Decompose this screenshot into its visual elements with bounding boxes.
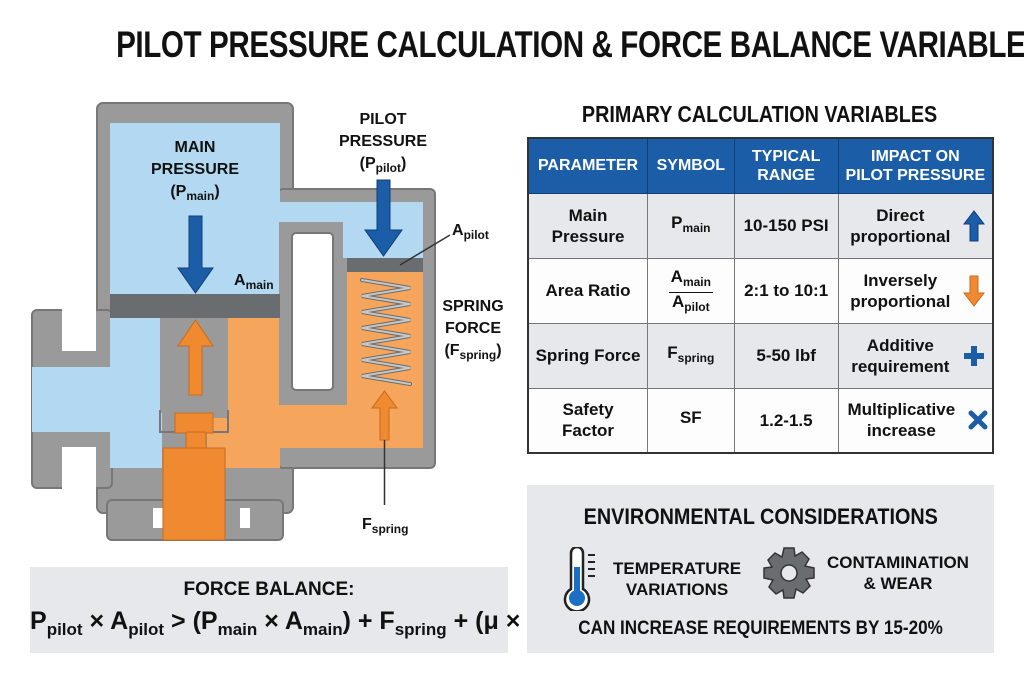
arrow-up-icon <box>963 209 986 241</box>
cell-symbol: Pmain <box>647 192 735 259</box>
a-main-label: Amain <box>234 272 274 292</box>
table-row: Area Ratio Amain Apilot 2:1 to 10:1 Inver… <box>527 257 994 324</box>
svg-text:MAIN: MAIN <box>175 139 216 156</box>
cell-range: 1.2-1.5 <box>733 387 839 454</box>
force-balance-formula: Ppilot × Apilot > (Pmain × Amain) + Fspr… <box>30 607 554 639</box>
table-row: Spring Force Fspring 5-50 lbf Additive r… <box>527 322 994 389</box>
main-pressure-arrow-icon <box>177 215 214 294</box>
force-balance-title: FORCE BALANCE: <box>183 579 355 600</box>
cell-range: 2:1 to 10:1 <box>733 257 839 324</box>
cell-symbol: Fspring <box>647 322 735 389</box>
header-symbol: SYMBOL <box>647 137 735 194</box>
cell-symbol: Amain Apilot <box>647 257 735 324</box>
header-impact: IMPACT ON PILOT PRESSURE <box>837 137 994 194</box>
cell-impact: Inversely proportional <box>837 257 994 324</box>
table-title: PRIMARY CALCULATION VARIABLES <box>582 101 938 127</box>
svg-text:PRESSURE: PRESSURE <box>151 161 239 178</box>
env-item-contamination: CONTAMINATION & WEAR <box>763 547 969 599</box>
valve-stem <box>162 412 226 541</box>
environmental-footer: CAN INCREASE REQUIREMENTS BY 15-20% <box>578 618 943 639</box>
svg-text:SPRING: SPRING <box>442 298 503 315</box>
cell-impact: Direct proportional <box>837 192 994 259</box>
cell-range: 5-50 lbf <box>733 322 839 389</box>
svg-text:(Fspring): (Fspring) <box>444 342 501 362</box>
cell-parameter: Area Ratio <box>527 257 649 324</box>
cell-range: 10-150 PSI <box>733 192 839 259</box>
svg-text:FORCE: FORCE <box>445 320 501 337</box>
svg-text:PILOT: PILOT <box>359 111 406 128</box>
pilot-pressure-label: PILOT PRESSURE (Ppilot) <box>339 111 427 175</box>
multiply-icon <box>968 410 988 430</box>
spring-force-arrow-icon <box>371 390 398 441</box>
header-parameter: PARAMETER <box>527 137 649 194</box>
pilot-piston <box>347 258 423 272</box>
spring-icon <box>360 278 412 386</box>
plus-icon <box>964 345 985 366</box>
upward-force-arrow-icon <box>177 319 214 396</box>
valve-diagram: MAIN PRESSURE (Pmain) PILOT PRESSURE (Pp… <box>31 102 504 541</box>
table-row: Safety Factor SF 1.2-1.5 Multiplicative … <box>527 387 994 454</box>
variables-table: PARAMETER SYMBOL TYPICAL RANGE IMPACT ON P… <box>527 137 994 454</box>
main-piston <box>110 294 280 318</box>
page-title: PILOT PRESSURE CALCULATION & FORCE BALAN… <box>116 24 1024 65</box>
thermometer-icon <box>563 547 595 611</box>
f-spring-label: Fspring <box>362 516 408 536</box>
arrow-down-icon <box>963 275 986 307</box>
table-row: Main Pressure Pmain 10-150 PSI Direct pr… <box>527 192 994 259</box>
cell-symbol: SF <box>647 387 735 454</box>
cell-parameter: Safety Factor <box>527 387 649 454</box>
table-header-row: PARAMETER SYMBOL TYPICAL RANGE IMPACT ON P… <box>527 137 994 194</box>
cell-parameter: Spring Force <box>527 322 649 389</box>
a-pilot-label: Apilot <box>452 222 489 242</box>
gear-icon <box>763 547 815 599</box>
force-balance-panel: FORCE BALANCE: Ppilot × Apilot > (Pmain … <box>30 567 554 653</box>
spring-force-label: SPRING FORCE (Fspring) <box>442 298 503 362</box>
cell-parameter: Main Pressure <box>527 192 649 259</box>
environmental-title: ENVIRONMENTAL CONSIDERATIONS <box>583 504 938 529</box>
pilot-pressure-arrow-icon <box>364 179 403 257</box>
env-item-temperature: TEMPERATURE VARIATIONS <box>563 547 741 611</box>
a-pilot-leader-line <box>399 234 451 266</box>
cell-impact: Multiplicative increase <box>837 387 994 454</box>
svg-text:PRESSURE: PRESSURE <box>339 133 427 150</box>
cell-impact: Additive requirement <box>837 322 994 389</box>
header-range: TYPICAL RANGE <box>733 137 839 194</box>
environmental-panel: ENVIRONMENTAL CONSIDERATIONS TEMPERATURE… <box>527 485 994 653</box>
svg-text:(Ppilot): (Ppilot) <box>360 155 407 175</box>
middle-slot <box>291 232 334 391</box>
